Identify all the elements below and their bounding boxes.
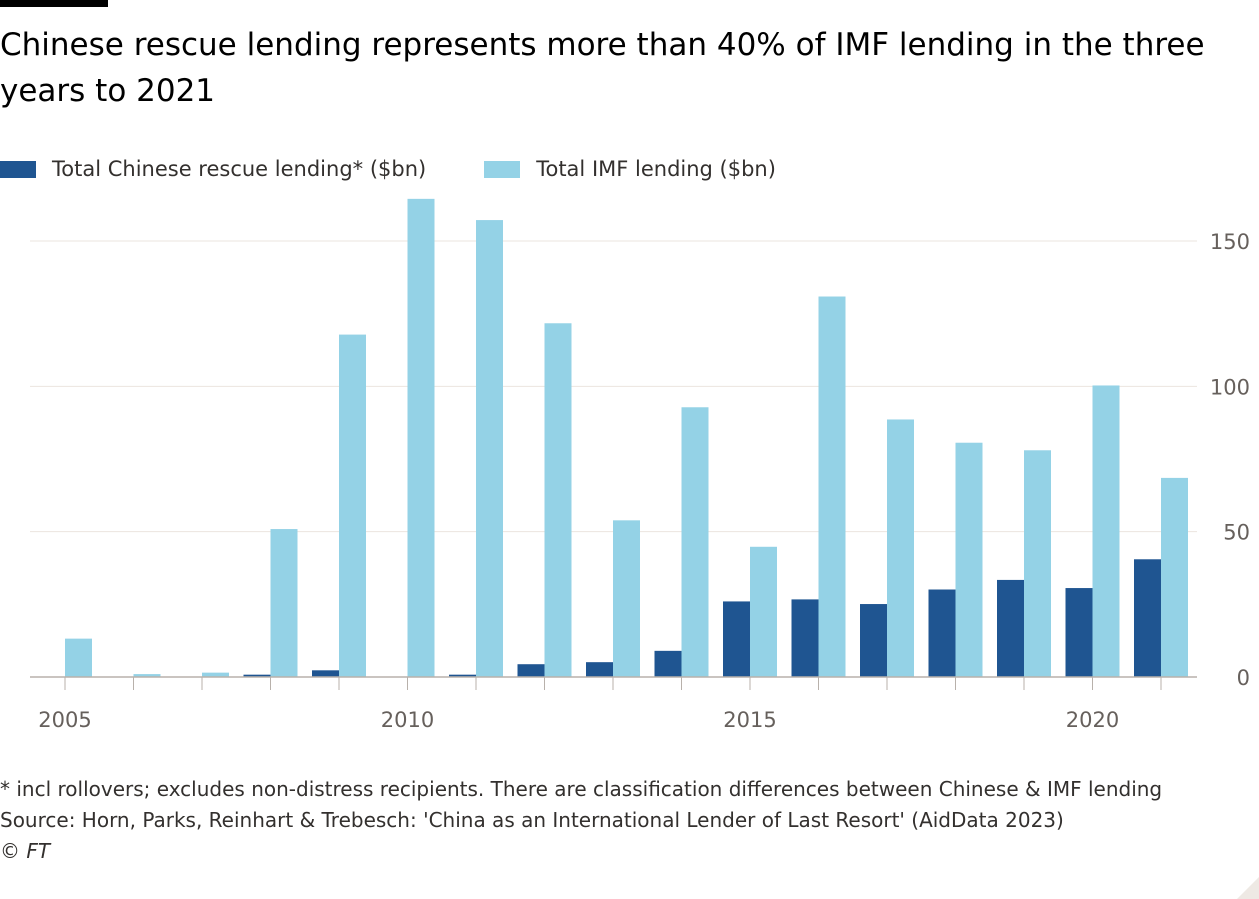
legend-label-chinese: Total Chinese rescue lending* ($bn) (52, 157, 427, 181)
corner-fold (1237, 877, 1259, 899)
bar-chinese-2012 (517, 664, 545, 677)
bar-imf-2017 (887, 419, 914, 677)
legend-swatch-chinese (0, 160, 36, 178)
bar-imf-2010 (407, 198, 435, 677)
bar-chinese-2020 (1065, 588, 1093, 677)
legend-item-chinese: Total Chinese rescue lending* ($bn) (0, 157, 426, 181)
bar-imf-2019 (1024, 450, 1051, 677)
source-note: Source: Horn, Parks, Reinhart & Trebesch… (0, 808, 1064, 832)
bar-chinese-2018 (928, 589, 956, 677)
bar-chinese-2019 (997, 579, 1024, 677)
copyright: © FT (0, 839, 51, 863)
legend-swatch-imf (484, 160, 521, 178)
bar-imf-2012 (544, 323, 572, 677)
footnote-block: * incl rollovers; excludes non-distress … (0, 774, 1240, 867)
legend-item-imf: Total IMF lending ($bn) (484, 157, 776, 181)
bar-imf-2016 (818, 296, 846, 677)
bar-imf-2011 (476, 220, 503, 677)
bar-imf-2020 (1092, 385, 1120, 677)
x-tick-label: 2010 (381, 708, 434, 732)
bar-imf-2014 (681, 407, 709, 677)
bar-chinese-2013 (586, 662, 613, 677)
bar-imf-2009 (339, 334, 366, 677)
y-tick-label: 100 (1210, 375, 1250, 399)
bar-chinese-2021 (1134, 559, 1161, 677)
y-tick-label: 0 (1237, 666, 1250, 690)
bar-chinese-2015 (723, 601, 750, 677)
chart-title: Chinese rescue lending represents more t… (0, 27, 1205, 109)
legend: Total Chinese rescue lending* ($bn) Tota… (0, 154, 834, 184)
bar-imf-2006 (133, 674, 161, 677)
x-tick-label: 2015 (723, 708, 776, 732)
x-tick-label: 2005 (38, 708, 91, 732)
bar-chinese-2008 (243, 674, 271, 677)
x-tick-label: 2020 (1066, 708, 1119, 732)
bar-imf-2007 (202, 672, 229, 677)
brand-bar (0, 0, 108, 7)
bar-chart: 0 50 100 150 2005 2010 2015 2020 (30, 198, 1250, 732)
bar-chinese-2016 (791, 599, 819, 677)
footnote: * incl rollovers; excludes non-distress … (0, 777, 1163, 801)
bar-imf-2008 (270, 529, 298, 677)
bar-imf-2021 (1161, 477, 1188, 677)
bar-chinese-2014 (654, 650, 682, 677)
bar-imf-2015 (750, 546, 777, 677)
bar-chinese-2011 (449, 674, 476, 677)
bar-imf-2013 (613, 520, 640, 677)
bar-imf-2018 (955, 442, 983, 677)
legend-label-imf: Total IMF lending ($bn) (536, 157, 776, 181)
y-tick-label: 50 (1223, 521, 1250, 545)
bar-chinese-2009 (312, 670, 339, 677)
bar-chinese-2017 (860, 604, 887, 677)
y-tick-label: 150 (1210, 230, 1250, 254)
bar-imf-2005 (65, 638, 92, 677)
